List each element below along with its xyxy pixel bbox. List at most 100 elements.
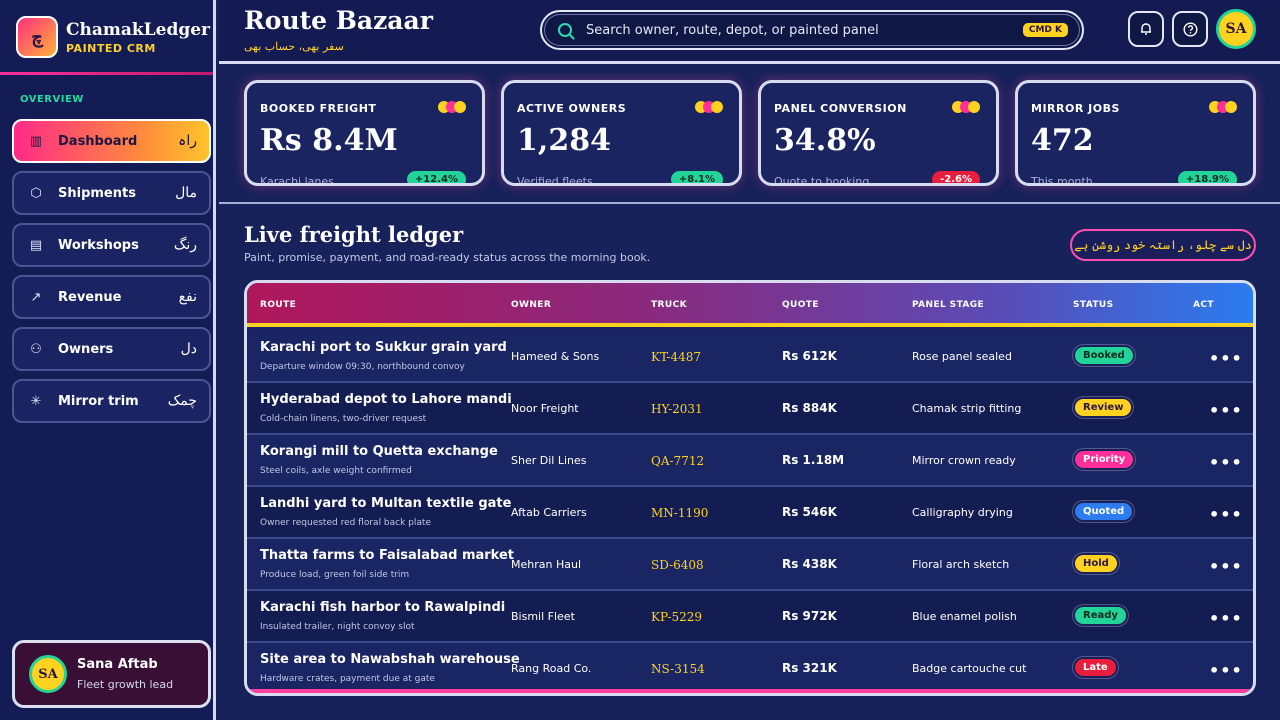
dot-icon [1225,101,1237,113]
kpi-label: BOOKED FREIGHT [260,102,377,115]
dot-icon [454,101,466,113]
row-actions-button[interactable]: ••• [1209,557,1243,576]
column-header[interactable]: QUOTE [782,300,819,310]
column-header[interactable]: PANEL STAGE [912,300,985,310]
panel-stage: Mirror crown ready [912,454,1016,467]
route-name: Landhi yard to Multan textile gate [260,496,512,511]
quote-amount: Rs 884K [782,401,837,415]
dot-icon [711,101,723,113]
route-name: Site area to Nawabshah warehouse [260,652,520,667]
brand[interactable]: چ ChamakLedger PAINTED CRM [16,16,210,58]
row-actions-button[interactable]: ••• [1209,401,1243,420]
truck-id: NS-3154 [651,662,705,676]
column-header[interactable]: OWNER [511,300,552,310]
kpi-dots-icon [1209,101,1237,113]
owner-name: Rang Road Co. [511,662,592,675]
row-actions-button[interactable]: ••• [1209,349,1243,368]
route-name: Hyderabad depot to Lahore mandi [260,392,512,407]
column-header[interactable]: ROUTE [260,300,297,310]
kpi-value: Rs 8.4M [260,123,398,158]
kpi-delta-badge: +18.9% [1177,171,1237,183]
sidebar-item-label: Dashboard [58,133,138,149]
status-badge: Quoted [1073,501,1135,522]
profile-name: Sana Aftab [77,657,158,672]
sidebar-item-workshops[interactable]: ▤ Workshops رنگ [12,223,211,267]
box-icon: ⬡ [30,185,42,201]
column-header[interactable]: TRUCK [651,300,687,310]
panel-stage: Calligraphy drying [912,506,1013,519]
owner-name: Hameed & Sons [511,350,600,363]
sidebar-item-shipments[interactable]: ⬡ Shipments مال [12,171,211,215]
table-row[interactable]: Korangi mill to Quetta exchange Steel coi… [247,435,1253,487]
ledger-subtitle: Paint, promise, payment, and road-ready … [244,251,651,264]
route-name: Karachi fish harbor to Rawalpindi [260,600,506,615]
status-badge: Priority [1073,449,1136,470]
building-icon: ▤ [29,237,43,253]
row-actions-button[interactable]: ••• [1209,505,1243,524]
table-row[interactable]: Thatta farms to Faisalabad market Produce… [247,539,1253,591]
sidebar-item-revenue[interactable]: ↗ Revenue نفع [12,275,211,319]
owner-name: Mehran Haul [511,558,582,571]
quote-amount: Rs 1.18M [782,453,845,467]
panel-stage: Blue enamel polish [912,610,1017,623]
search-bar[interactable]: CMD K [540,10,1084,50]
trend-up-icon: ↗ [30,289,42,305]
dashboard-icon: ▥ [29,133,43,149]
bell-icon [1141,23,1151,35]
brand-name: ChamakLedger [66,19,211,40]
panel-stage: Rose panel sealed [912,350,1012,363]
table-row[interactable]: Landhi yard to Multan textile gate Owner … [247,487,1253,539]
row-actions-button[interactable]: ••• [1209,609,1243,628]
user-profile-card[interactable]: SA Sana Aftab Fleet growth lead [12,640,211,708]
kpi-label: MIRROR JOBS [1031,102,1120,115]
row-actions-button[interactable]: ••• [1209,453,1243,472]
status-badge: Late [1073,657,1118,678]
kpi-card[interactable]: MIRROR JOBS 472 This month +18.9% [1015,80,1256,186]
kpi-label: PANEL CONVERSION [774,102,907,115]
row-actions-button[interactable]: ••• [1209,661,1243,680]
search-shortcut-badge: CMD K [1022,23,1068,37]
status-badge: Review [1073,397,1134,418]
sidebar-item-mirror-trim[interactable]: ✳ Mirror trim چمک [12,379,211,423]
table-row[interactable]: Site area to Nawabshah warehouse Hardware… [247,643,1253,693]
quote-amount: Rs 546K [782,505,837,519]
status-badge: Hold [1073,553,1119,574]
kpi-delta-badge: +8.1% [670,171,723,183]
table-header: ROUTE OWNER TRUCK QUOTE PANEL STAGE STATUS ACT [247,283,1253,327]
truck-id: MN-1190 [651,506,709,520]
brand-subtitle: PAINTED CRM [66,41,156,55]
kpi-card[interactable]: PANEL CONVERSION 34.8% Quote to booking -2.… [758,80,999,186]
table-row[interactable]: Hyderabad depot to Lahore mandi Cold-chai… [247,383,1253,435]
table-row[interactable]: Karachi fish harbor to Rawalpindi Insulat… [247,591,1253,643]
notifications-button[interactable] [1128,11,1164,47]
table-row[interactable]: Karachi port to Sukkur grain yard Departu… [247,331,1253,383]
sidebar-item-label: Workshops [58,237,139,253]
kpi-footnote: Karachi lanes [260,175,334,186]
quote-amount: Rs 321K [782,661,837,675]
dot-icon [968,101,980,113]
sidebar: چ ChamakLedger PAINTED CRM OVERVIEW ▥ Das… [0,0,216,720]
kpi-label: ACTIVE OWNERS [517,102,627,115]
quote-amount: Rs 438K [782,557,837,571]
top-header: Route Bazaar سفر بھی، حساب بھی CMD K SA [219,0,1280,64]
sidebar-item-owners[interactable]: ⚇ Owners دل [12,327,211,371]
sidebar-nav: ▥ Dashboard راہ ⬡ Shipments مال ▤ Workshops رنگ ↗… [12,119,211,431]
kpi-value: 1,284 [517,123,611,158]
kpi-delta-badge: -2.6% [932,171,980,183]
column-header[interactable]: STATUS [1073,300,1114,310]
quote-amount: Rs 612K [782,349,837,363]
search-input[interactable] [586,22,1006,38]
status-badge: Booked [1073,345,1135,366]
header-avatar[interactable]: SA [1216,9,1256,49]
sidebar-item-dashboard[interactable]: ▥ Dashboard راہ [12,119,211,163]
help-button[interactable] [1172,11,1208,47]
sidebar-item-urdu-label: نفع [178,289,197,305]
kpi-card[interactable]: ACTIVE OWNERS 1,284 Verified fleets +8.1% [501,80,742,186]
owner-name: Noor Freight [511,402,579,415]
sparkle-icon: ✳ [30,393,42,409]
route-note: Departure window 09:30, northbound convo… [260,362,465,372]
sidebar-item-urdu-label: مال [175,185,197,201]
column-header[interactable]: ACT [1193,300,1214,310]
route-note: Cold-chain linens, two-driver request [260,414,427,424]
kpi-card[interactable]: BOOKED FREIGHT Rs 8.4M Karachi lanes +12.4% [244,80,485,186]
